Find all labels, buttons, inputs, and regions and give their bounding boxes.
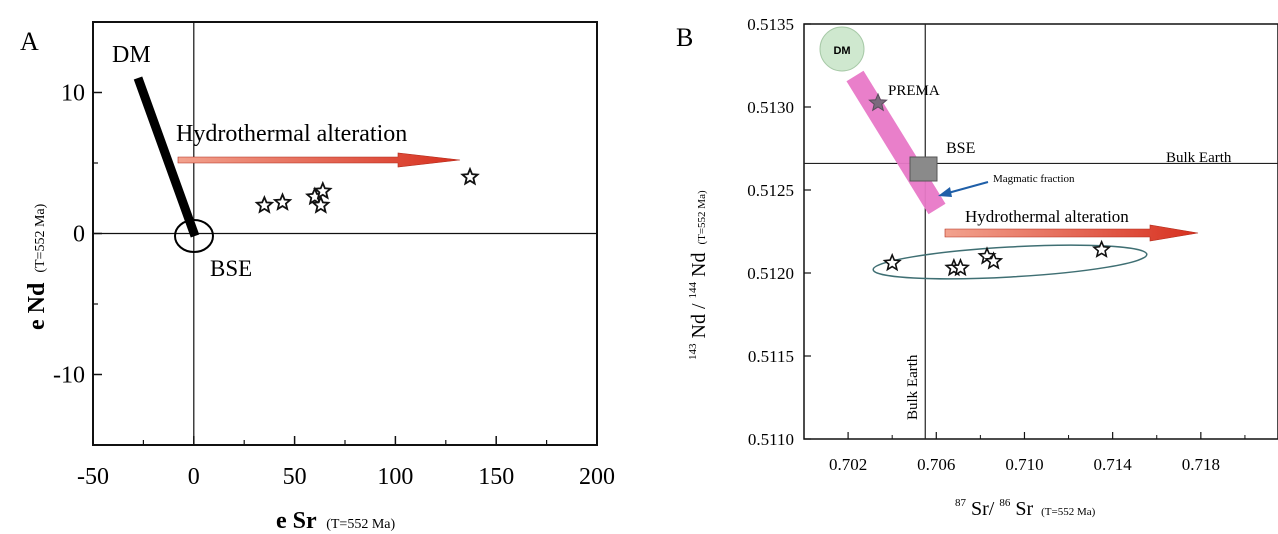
panel-b-x-ticks: 0.702 0.706 0.710 0.714 0.718 [829, 432, 1246, 474]
y-tick-label: 0.5130 [747, 98, 794, 117]
dm-circle-label: DM [833, 45, 850, 57]
panel-a-points [254, 166, 480, 214]
panel-b-bulk-earth-lines [804, 24, 1278, 439]
sample-star [1092, 239, 1112, 258]
sample-star [460, 166, 480, 186]
panel-a-x-ticks: -50 0 50 100 150 200 [77, 436, 615, 490]
y-tick-label: 0.5110 [748, 430, 794, 449]
sample-star [254, 194, 275, 214]
panel-b-points [882, 239, 1112, 277]
panel-b-label: B [676, 23, 693, 52]
x-tick-label: 0 [188, 464, 200, 490]
bse-label: BSE [210, 256, 252, 281]
panel-b: B 0.702 0.706 0.710 0.714 0.718 0.5110 0.5115… [676, 15, 1278, 520]
y-tick-label: 0.5115 [748, 347, 794, 366]
x-tick-label: -50 [77, 464, 109, 490]
bulk-earth-vertical-label: Bulk Earth [905, 354, 921, 420]
x-tick-label: 50 [283, 464, 307, 490]
mantle-array-band [846, 70, 946, 215]
bse-square [909, 156, 938, 182]
sample-star [310, 194, 331, 214]
x-tick-label: 0.714 [1094, 455, 1133, 474]
y-tick-label: -10 [53, 363, 85, 389]
prema-label: PREMA [888, 83, 940, 99]
magmatic-arrow-shaft [947, 181, 989, 194]
hydrothermal-arrow-b [944, 224, 1199, 242]
y-tick-label: 0.5120 [747, 264, 794, 283]
y-tick-label: 0.5125 [747, 181, 794, 200]
prema-star [868, 92, 888, 112]
hydrothermal-label: Hydrothermal alteration [176, 121, 407, 147]
bse-circle [174, 219, 214, 253]
sample-star [312, 180, 333, 200]
x-tick-label: 0.702 [829, 455, 867, 474]
x-tick-label: 0.706 [917, 455, 955, 474]
magmatic-arrow-head [938, 187, 952, 197]
panel-b-x-label: 87 Sr/ 86 Sr (T=552 Ma) [955, 489, 1096, 520]
hydrothermal-label-b: Hydrothermal alteration [965, 207, 1129, 226]
y-tick-label: 0.5135 [747, 15, 794, 34]
x-tick-label: 0.710 [1005, 455, 1043, 474]
dm-circle [819, 26, 865, 72]
x-tick-label: 0.718 [1182, 455, 1220, 474]
dm-trend-line [133, 76, 200, 238]
dm-label: DM [112, 42, 151, 68]
y-tick-label: 10 [61, 81, 85, 107]
panel-a-y-ticks: -10 0 10 [53, 21, 102, 446]
sample-star [984, 251, 1004, 270]
sample-star [272, 192, 293, 211]
panel-b-y-label: 143 Nd / 144 Nd (T=552 Ma) [679, 190, 710, 360]
prema-star-shape [868, 92, 888, 112]
panel-a: A -50 0 50 100 150 200 -10 0 10 DM BSE Hydrothe… [20, 21, 615, 534]
hydrothermal-arrow [177, 152, 461, 168]
panel-a-y-label: e Nd (T=552 Ma) [24, 203, 50, 330]
bse-label-b: BSE [946, 140, 975, 157]
samples-ellipse [872, 244, 1148, 280]
panel-a-label: A [20, 27, 39, 56]
panel-b-frame [803, 23, 1278, 440]
sample-star [950, 257, 971, 277]
panel-a-zero-lines [93, 22, 597, 445]
x-tick-label: 200 [579, 464, 615, 490]
panel-b-y-ticks: 0.5110 0.5115 0.5120 0.5125 0.5130 0.5135 [747, 15, 811, 449]
sample-star [882, 252, 902, 272]
x-tick-label: 100 [377, 464, 413, 490]
bulk-earth-horizontal-label: Bulk Earth [1166, 150, 1232, 166]
x-tick-label: 150 [478, 464, 514, 490]
magmatic-fraction-label: Magmatic fraction [993, 173, 1075, 185]
y-tick-label: 0 [73, 222, 85, 248]
panel-a-x-label: e Sr (T=552 Ma) [276, 508, 395, 534]
